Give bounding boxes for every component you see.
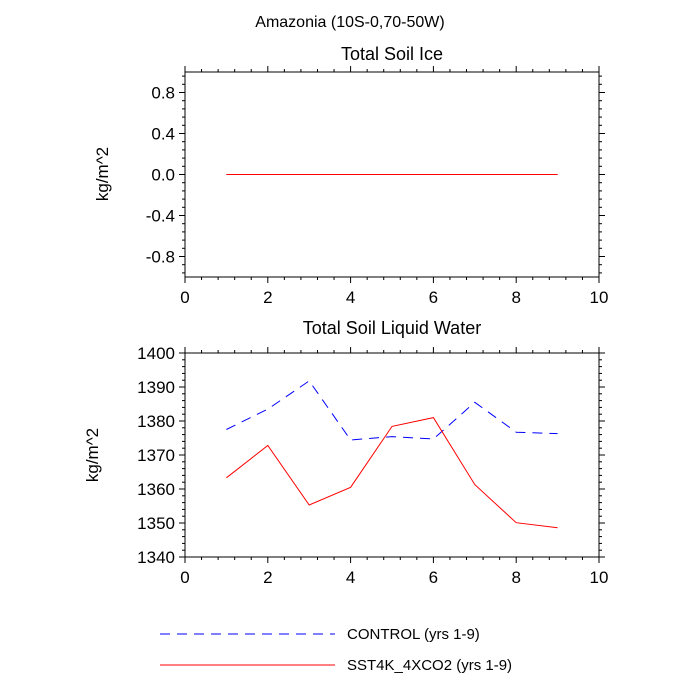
- x-tick-label: 10: [590, 288, 609, 307]
- y-tick-label: 0.8: [151, 84, 175, 103]
- y-tick-label: 1380: [137, 412, 175, 431]
- x-tick-label: 2: [263, 568, 272, 587]
- legend-label-sst4k: SST4K_4XCO2 (yrs 1-9): [347, 657, 512, 674]
- y-tick-label: 0.4: [151, 125, 175, 144]
- panel-total-soil-ice: Total Soil Ice kg/m^2 0 2 4 6 8 10 -0.8 -0.4 0.0…: [93, 44, 608, 307]
- panel-title: Total Soil Ice: [341, 44, 443, 64]
- panel-total-soil-liquid-water: Total Soil Liquid Water kg/m^2 0 2 4 6 8 10 13…: [83, 318, 608, 587]
- x-tick-label: 6: [429, 288, 438, 307]
- legend-label-control: CONTROL (yrs 1-9): [347, 626, 480, 643]
- y-tick-label: 1360: [137, 480, 175, 499]
- y-tick-label: -0.8: [146, 248, 175, 267]
- x-tick-label: 2: [263, 288, 272, 307]
- x-tick-label: 8: [511, 288, 520, 307]
- panel-title: Total Soil Liquid Water: [303, 318, 481, 338]
- y-tick-label: 0.0: [151, 166, 175, 185]
- series-line-sst4k: [226, 417, 558, 529]
- y-axis-label: kg/m^2: [83, 428, 102, 482]
- x-tick-label: 4: [346, 288, 355, 307]
- y-tick-label: 1350: [137, 514, 175, 533]
- y-tick-label: 1370: [137, 446, 175, 465]
- legend: CONTROL (yrs 1-9) SST4K_4XCO2 (yrs 1-9): [160, 626, 512, 674]
- y-axis-label: kg/m^2: [93, 147, 112, 201]
- x-tick-label: 0: [180, 288, 189, 307]
- y-tick-label: 1400: [137, 344, 175, 363]
- x-tick-label: 6: [429, 568, 438, 587]
- plot-frame: [184, 352, 600, 558]
- x-tick-label: 0: [180, 568, 189, 587]
- y-tick-label: -0.4: [146, 207, 175, 226]
- legend-item-control: CONTROL (yrs 1-9): [160, 626, 480, 643]
- y-tick-label: 1340: [137, 548, 175, 567]
- legend-item-sst4k: SST4K_4XCO2 (yrs 1-9): [160, 657, 512, 674]
- x-tick-label: 10: [590, 568, 609, 587]
- series-line-control: [226, 380, 558, 441]
- figure-title: Amazonia (10S-0,70-50W): [255, 14, 444, 31]
- x-tick-label: 8: [511, 568, 520, 587]
- y-tick-label: 1390: [137, 378, 175, 397]
- x-tick-label: 4: [346, 568, 355, 587]
